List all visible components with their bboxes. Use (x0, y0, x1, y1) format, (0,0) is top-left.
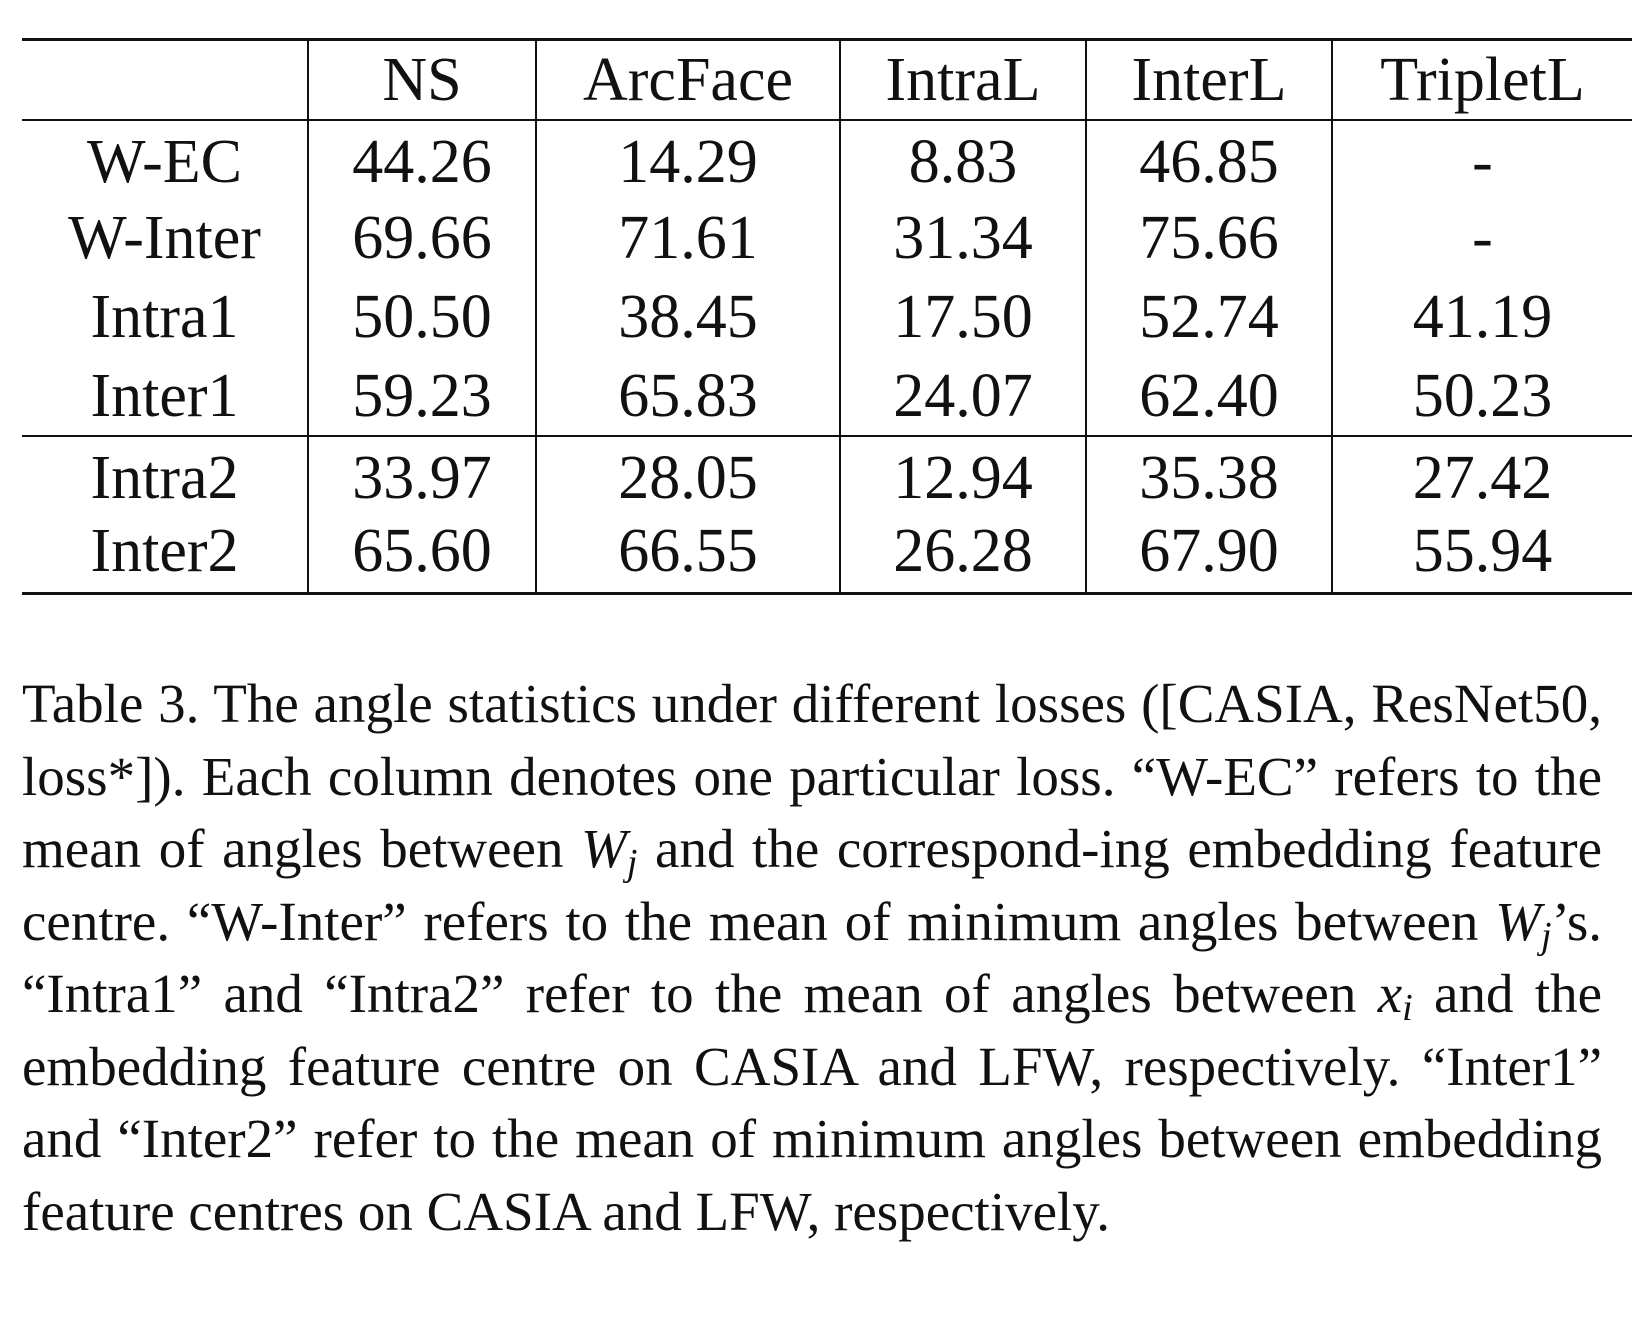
column-header: IntraL (839, 38, 1086, 121)
table-row: Intra2 33.97 28.05 12.94 35.38 27.42 (22, 434, 1632, 515)
table-cell: 52.74 (1085, 277, 1332, 357)
table-cell: 44.26 (307, 119, 536, 199)
table-cell: 50.50 (307, 277, 536, 357)
caption-text-part1: Table 3. The angle statistics under diff… (22, 673, 1602, 879)
table-body-casia-stats: W-EC 44.26 14.29 8.83 46.85- W-Inter 69.66 71.6… (22, 119, 1632, 436)
table-cell: 14.29 (535, 119, 840, 199)
table-cell: - (1331, 198, 1632, 278)
row-label: Intra2 (22, 434, 308, 515)
table-cell: 75.66 (1085, 198, 1332, 278)
table-cell: 8.83 (839, 119, 1086, 199)
caption-text-part2: and the correspond-ing embedding feature… (22, 818, 1602, 952)
caption-text-part4: and the embedding feature centre on CASI… (22, 963, 1603, 1242)
table-cell: 69.66 (307, 198, 536, 278)
table-row: Intra1 50.50 38.45 17.50 52.74 41.19 (22, 277, 1632, 357)
table-row: Inter1 59.23 65.83 24.07 62.40 50.23 (22, 356, 1632, 436)
row-label: W-Inter (68, 204, 261, 272)
table-cell: - (1331, 119, 1632, 199)
table-cell: 28.05 (535, 434, 840, 515)
table-cell: 31.34 (839, 198, 1086, 278)
math-x-i: xi (1377, 963, 1413, 1029)
row-label: Inter2 (22, 514, 308, 595)
table-cell: 46.85 (1085, 119, 1332, 199)
table-cell: 12.94 (839, 434, 1086, 515)
table-cell: 35.38 (1085, 434, 1332, 515)
table-header-row: NS ArcFace IntraL InterL TripletL (22, 38, 1632, 121)
row-label: W-EC (87, 127, 242, 196)
column-header: ArcFace (535, 38, 840, 121)
table-caption: Table 3. The angle statistics under diff… (22, 668, 1602, 1248)
column-header: NS (307, 38, 536, 121)
table-cell: 33.97 (307, 434, 536, 515)
results-table-container: NS ArcFace IntraL InterL TripletL W-EC 44.26 1… (22, 38, 1632, 595)
table-cell: 26.28 (839, 514, 1086, 595)
table-cell: 65.83 (535, 356, 840, 436)
column-header: InterL (1085, 38, 1332, 121)
table-cell: 17.50 (839, 277, 1086, 357)
table-row: Inter2 65.60 66.55 26.28 67.90 55.94 (22, 514, 1632, 595)
table-cell: 41.19 (1331, 277, 1632, 357)
math-w-j-plural: Wj (1495, 890, 1552, 957)
table-cell: 67.90 (1085, 514, 1332, 595)
table-cell: 38.45 (535, 277, 840, 357)
header-corner-cell (22, 38, 308, 121)
table-cell: 65.60 (307, 514, 536, 595)
table-cell: 59.23 (307, 356, 536, 436)
math-w-j: Wj (581, 818, 638, 884)
table-cell: 71.61 (535, 198, 840, 278)
table-cell: 62.40 (1085, 356, 1332, 436)
table-cell: 66.55 (535, 514, 840, 595)
column-header: TripletL (1331, 38, 1632, 121)
table-cell: 24.07 (839, 356, 1086, 436)
table-cell: 27.42 (1331, 434, 1632, 515)
caption-text-part3: ’s. “Intra1” and “Intra2” refer to the m… (22, 890, 1602, 1025)
table-row: W-Inter 69.66 71.61 31.34 75.66- (22, 198, 1632, 278)
table-body-lfw-stats: Intra2 33.97 28.05 12.94 35.38 27.42 Inter2 65.… (22, 434, 1632, 595)
table-row: W-EC 44.26 14.29 8.83 46.85- (22, 119, 1632, 199)
row-label: Inter1 (90, 361, 239, 430)
row-label: Intra1 (90, 283, 239, 351)
table-cell: 55.94 (1331, 514, 1632, 595)
angle-statistics-table: NS ArcFace IntraL InterL TripletL W-EC 44.26 1… (22, 38, 1632, 595)
table-cell: 50.23 (1331, 356, 1632, 436)
